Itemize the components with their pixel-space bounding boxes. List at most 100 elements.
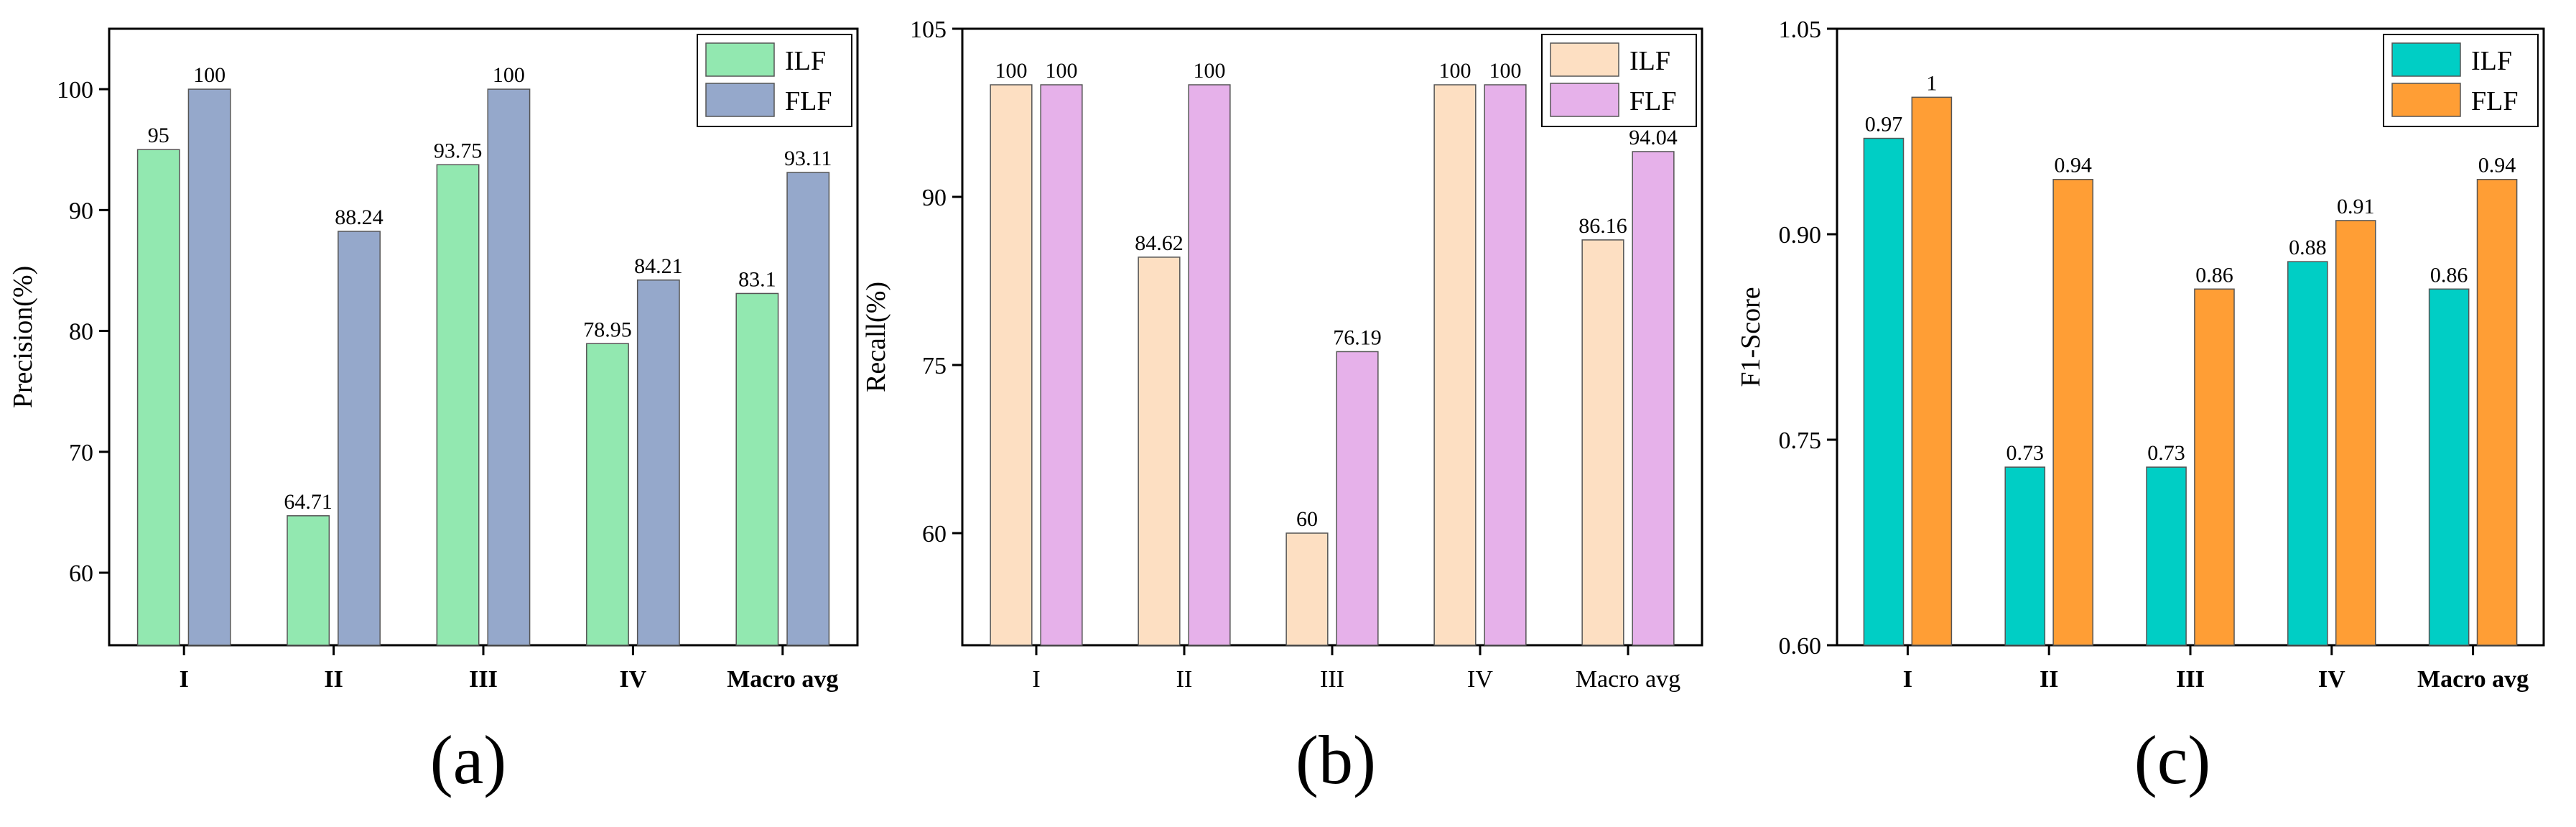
x-tick-label: I — [180, 666, 189, 693]
bar-flf — [2194, 288, 2235, 646]
data-label: 78.95 — [583, 318, 632, 341]
data-label: 64.71 — [284, 490, 333, 514]
x-tick-label: III — [1320, 666, 1344, 693]
x-tick-label: I — [1903, 666, 1912, 693]
legend-swatch — [1550, 83, 1619, 117]
panel-caption: (a) — [430, 721, 507, 798]
data-label: 88.24 — [335, 205, 383, 229]
data-label: 86.16 — [1578, 214, 1627, 238]
data-label: 0.86 — [2195, 263, 2233, 287]
y-axis-title: F1-Score — [1736, 287, 1766, 387]
data-label: 0.91 — [2337, 195, 2375, 218]
panel-caption: (b) — [1296, 721, 1376, 798]
bar-ilf — [436, 164, 480, 646]
bar-ilf — [287, 515, 330, 646]
data-label: 100 — [493, 63, 525, 87]
bar-ilf — [586, 343, 629, 646]
data-label: 93.11 — [784, 147, 832, 170]
data-label: 100 — [1438, 59, 1471, 83]
data-label: 1 — [1926, 71, 1937, 95]
x-tick-label: I — [1032, 666, 1040, 693]
y-tick-label: 90 — [922, 185, 947, 211]
x-tick-label: Macro avg — [2417, 666, 2529, 693]
bar-ilf — [990, 84, 1033, 646]
x-tick-label: III — [469, 666, 498, 693]
chart-panel-0: 60 70 80 90 100 Precision(%) I 95 100 II 64.71 88.2… — [8, 27, 859, 798]
data-label: 93.75 — [434, 139, 483, 162]
bar-ilf — [1285, 532, 1329, 646]
data-label: 0.94 — [2478, 154, 2516, 177]
bar-ilf — [136, 149, 180, 646]
bar-flf — [338, 231, 381, 646]
y-tick-label: 0.75 — [1779, 428, 1822, 454]
x-tick-label: IV — [2318, 666, 2345, 693]
y-axis-title: Recall(%) — [861, 282, 891, 392]
y-axis-title: Precision(%) — [8, 266, 38, 408]
legend-swatch — [1550, 42, 1619, 77]
bar-ilf — [1863, 137, 1905, 646]
bar-flf — [636, 279, 680, 646]
bar-flf — [187, 88, 231, 646]
bar-ilf — [2146, 466, 2187, 646]
x-tick-label: IV — [620, 666, 647, 693]
bar-flf — [487, 88, 531, 646]
bar-flf — [1911, 96, 1953, 646]
bar-flf — [2052, 178, 2093, 646]
data-label: 60 — [1296, 507, 1318, 531]
x-tick-label: II — [1176, 666, 1193, 693]
x-tick-label: II — [2040, 666, 2058, 693]
y-tick-label: 0.90 — [1779, 222, 1822, 249]
legend-label: FLF — [1629, 86, 1676, 116]
bar-ilf — [2428, 288, 2470, 646]
data-label: 100 — [1046, 59, 1078, 83]
bar-flf — [786, 172, 830, 646]
legend-swatch — [2391, 83, 2461, 117]
legend-swatch — [2391, 42, 2461, 77]
bar-flf — [2476, 178, 2518, 646]
panel-caption: (c) — [2134, 721, 2211, 798]
data-label: 0.94 — [2054, 154, 2092, 177]
y-tick-label: 0.60 — [1779, 633, 1822, 660]
legend-label: ILF — [785, 46, 826, 76]
data-label: 0.97 — [1865, 113, 1903, 137]
legend-label: ILF — [2471, 46, 2512, 76]
data-label: 100 — [995, 59, 1027, 83]
y-tick-label: 105 — [910, 17, 947, 43]
y-tick-label: 70 — [69, 440, 93, 466]
bar-ilf — [1138, 257, 1181, 646]
data-label: 0.88 — [2289, 236, 2327, 259]
bar-ilf — [1581, 239, 1624, 646]
legend-label: FLF — [2471, 86, 2518, 116]
bar-flf — [1188, 84, 1231, 646]
data-label: 100 — [193, 63, 225, 87]
legend-swatch — [705, 42, 775, 77]
legend-label: ILF — [1629, 46, 1670, 76]
bar-ilf — [2004, 466, 2046, 646]
y-tick-label: 1.05 — [1779, 17, 1822, 43]
x-tick-label: Macro avg — [727, 666, 838, 693]
bar-flf — [1336, 351, 1379, 646]
data-label: 100 — [1194, 59, 1226, 83]
data-label: 0.73 — [2006, 441, 2044, 465]
data-label: 84.62 — [1135, 231, 1184, 255]
chart-panel-1: 60 75 90 105 Recall(%) I 100 100 II 84.62 100 III 60… — [861, 17, 1703, 798]
data-label: 0.86 — [2430, 263, 2468, 287]
legend: ILF FLF — [2383, 34, 2539, 127]
x-tick-label: Macro avg — [1576, 666, 1680, 693]
data-label: 0.73 — [2147, 441, 2185, 465]
bar-flf — [2335, 220, 2376, 646]
legend-label: FLF — [785, 86, 832, 116]
legend-swatch — [705, 83, 775, 117]
data-label: 95 — [148, 124, 169, 147]
data-label: 76.19 — [1333, 325, 1382, 349]
bar-ilf — [735, 292, 779, 646]
bar-flf — [1484, 84, 1527, 646]
y-tick-label: 100 — [57, 77, 93, 103]
bar-ilf — [2287, 261, 2328, 646]
x-tick-label: IV — [1467, 666, 1493, 693]
x-tick-label: II — [324, 666, 343, 693]
chart-panel-2: 0.60 0.75 0.90 1.05 F1-Score I 0.97 1 II 0.73 0.94… — [1736, 17, 2545, 798]
bar-ilf — [1433, 84, 1477, 646]
bar-flf — [1040, 84, 1083, 646]
